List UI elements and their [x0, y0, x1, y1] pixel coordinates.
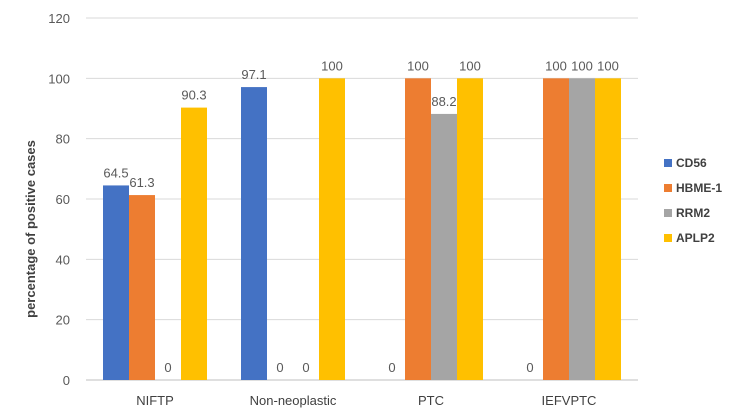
data-label: 100: [407, 58, 429, 73]
x-category-label: Non-neoplastic: [250, 393, 337, 408]
data-label: 90.3: [181, 88, 206, 103]
y-axis-title: percentage of positive cases: [23, 140, 38, 318]
legend-label: HBME-1: [676, 181, 722, 195]
data-label: 100: [597, 58, 619, 73]
data-label: 61.3: [129, 175, 154, 190]
data-label: 0: [276, 360, 283, 375]
bars: [103, 78, 621, 381]
x-category-label: PTC: [418, 393, 444, 408]
x-category-label: IEFVPTC: [542, 393, 597, 408]
data-label: 64.5: [103, 165, 128, 180]
y-tick-label: 20: [56, 313, 70, 328]
data-labels: 64.561.3 0 90.3 97.1 0 0 100 0 100 88.2 100 0 100 100…: [103, 58, 619, 375]
data-label: 0: [388, 360, 395, 375]
bar-rrm2-ptc: [431, 113, 457, 381]
y-tick-label: 100: [48, 71, 70, 86]
bar-cd56-niftp: [103, 185, 129, 380]
data-label: 100: [459, 58, 481, 73]
legend-swatch-aplp2: [664, 234, 672, 242]
bar-rrm2-iefvptc: [569, 78, 595, 380]
y-tick-label: 40: [56, 252, 70, 267]
bar-hbme-1-niftp: [129, 195, 155, 380]
legend: CD56 HBME-1 RRM2 APLP2: [664, 156, 722, 245]
bar-hbme-1-iefvptc: [543, 78, 569, 380]
x-axis-categories: NIFTP Non-neoplastic PTC IEFVPTC: [136, 393, 596, 408]
legend-label: APLP2: [676, 231, 715, 245]
x-category-label: NIFTP: [136, 393, 174, 408]
bar-cd56-non-neoplastic: [241, 87, 267, 380]
data-label: 88.2: [431, 94, 456, 109]
data-label: 0: [526, 360, 533, 375]
gridlines: [86, 17, 638, 381]
data-label: 97.1: [241, 67, 266, 82]
bar-aplp2-non-neoplastic: [319, 78, 345, 380]
y-tick-label: 0: [63, 373, 70, 388]
data-label: 0: [164, 360, 171, 375]
data-label: 100: [571, 58, 593, 73]
y-tick-label: 80: [56, 132, 70, 147]
bar-aplp2-ptc: [457, 78, 483, 380]
y-tick-label: 120: [48, 11, 70, 26]
data-label: 0: [302, 360, 309, 375]
legend-swatch-cd56: [664, 159, 672, 167]
bar-hbme-1-ptc: [405, 78, 431, 380]
legend-label: CD56: [676, 156, 707, 170]
bar-aplp2-niftp: [181, 107, 207, 380]
legend-swatch-hbme-1: [664, 184, 672, 192]
y-tick-label: 60: [56, 192, 70, 207]
legend-label: RRM2: [676, 206, 710, 220]
legend-swatch-rrm2: [664, 209, 672, 217]
y-axis-ticks: 0 20 40 60 80 100 120: [48, 11, 70, 388]
data-label: 100: [321, 58, 343, 73]
bar-aplp2-iefvptc: [595, 78, 621, 380]
data-label: 100: [545, 58, 567, 73]
